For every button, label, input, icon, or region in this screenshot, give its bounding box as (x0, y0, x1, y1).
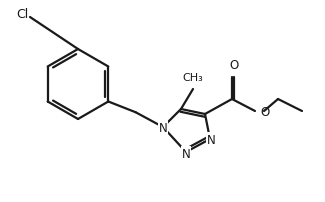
Text: N: N (159, 121, 167, 134)
Text: CH₃: CH₃ (183, 73, 203, 83)
Text: O: O (260, 106, 269, 119)
Text: N: N (207, 133, 215, 146)
Text: Cl: Cl (16, 7, 28, 20)
Text: N: N (182, 147, 190, 160)
Text: O: O (229, 59, 239, 72)
